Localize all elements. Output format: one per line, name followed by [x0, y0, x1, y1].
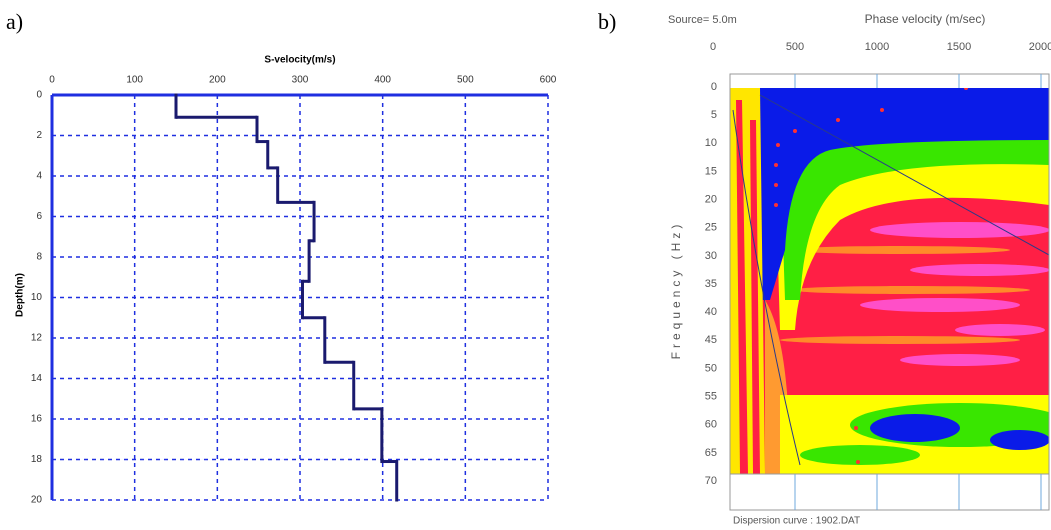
- x-tick-label: 0: [49, 75, 55, 86]
- y-tick-label: 65: [705, 447, 717, 459]
- x-tick-label: 2000: [1029, 41, 1051, 53]
- y-tick-label: 2: [36, 130, 42, 141]
- x-tick-label: 400: [374, 75, 391, 86]
- x-tick-label: 500: [786, 41, 804, 53]
- y-tick-label: 4: [36, 171, 42, 182]
- y-tick-label: 20: [705, 193, 717, 205]
- y-tick-label: 6: [36, 211, 42, 222]
- panel-label: b): [598, 9, 616, 34]
- annotation: Dispersion curve : 1902.DAT: [733, 516, 860, 527]
- y-tick-label: 35: [705, 278, 717, 290]
- x-tick-label: 500: [457, 75, 474, 86]
- y-tick-label: 30: [705, 250, 717, 262]
- y-tick-label: 70: [705, 475, 717, 487]
- frame: [729, 73, 1050, 511]
- y-tick-label: 50: [705, 362, 717, 374]
- x-tick-label: 0: [710, 41, 716, 53]
- x-axis-label: Phase velocity (m/sec): [865, 12, 986, 26]
- y-tick-label: 10: [31, 292, 43, 303]
- y-tick-label: 10: [705, 137, 717, 149]
- x-tick-label: 1500: [947, 41, 971, 53]
- y-tick-label: 12: [31, 333, 43, 344]
- y-axis-label: Depth(m): [15, 273, 26, 317]
- y-tick-label: 15: [705, 165, 717, 177]
- x-tick-label: 100: [126, 75, 143, 86]
- y-tick-label: 0: [36, 90, 42, 101]
- annotation: Source= 5.0m: [668, 14, 737, 26]
- panel-label: a): [6, 9, 23, 34]
- y-axis-label: Frequency (Hz): [669, 221, 683, 360]
- chart-title: S-velocity(m/s): [264, 55, 335, 66]
- y-tick-label: 60: [705, 419, 717, 431]
- y-tick-label: 55: [705, 390, 717, 402]
- x-tick-label: 300: [292, 75, 309, 86]
- y-tick-label: 14: [31, 373, 43, 384]
- y-tick-label: 20: [31, 495, 43, 506]
- y-tick-label: 8: [36, 252, 42, 263]
- y-tick-label: 0: [711, 81, 717, 93]
- y-tick-label: 5: [711, 109, 717, 121]
- y-tick-label: 18: [31, 454, 43, 465]
- x-tick-label: 600: [540, 75, 557, 86]
- y-tick-label: 16: [31, 414, 43, 425]
- x-tick-label: 1000: [865, 41, 889, 53]
- x-tick-label: 200: [209, 75, 226, 86]
- dispersion-image: [730, 88, 1049, 474]
- y-tick-label: 40: [705, 306, 717, 318]
- y-tick-label: 25: [705, 222, 717, 234]
- y-tick-label: 45: [705, 334, 717, 346]
